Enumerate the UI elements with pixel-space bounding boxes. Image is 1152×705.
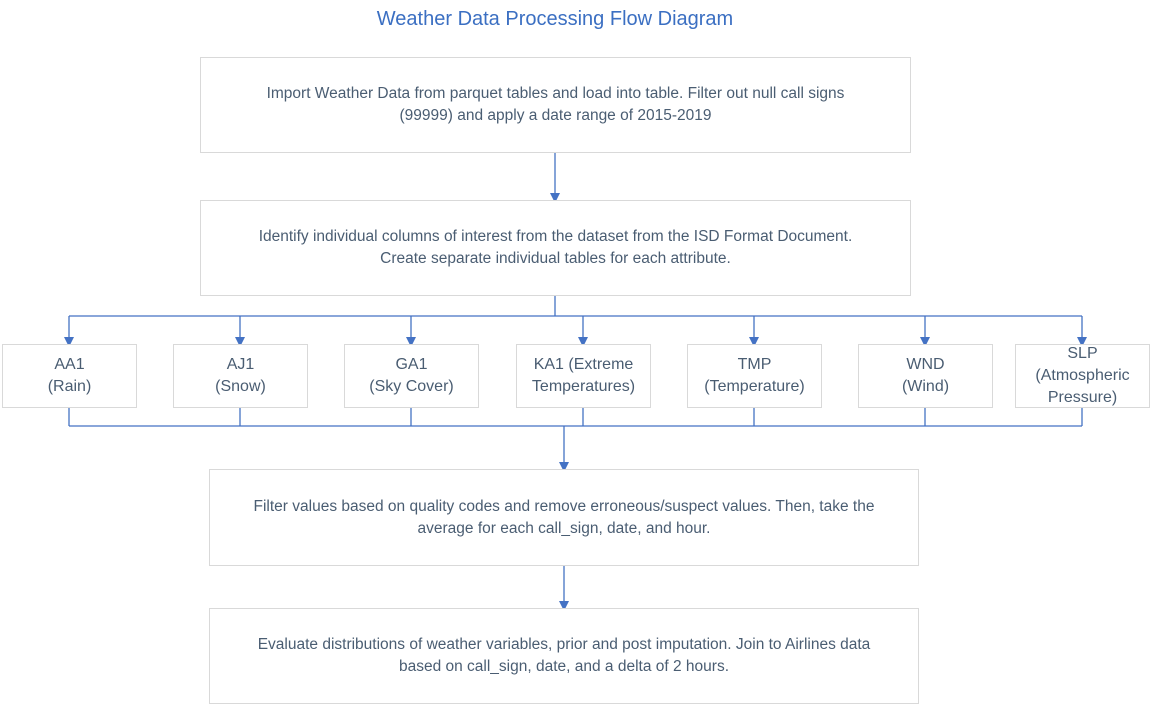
step-identify-columns: Identify individual columns of interest …	[200, 200, 911, 296]
diagram-title: Weather Data Processing Flow Diagram	[376, 8, 734, 30]
attribute-tmp: TMP (Temperature)	[687, 344, 822, 408]
attribute-slp: SLP (Atmospheric Pressure)	[1015, 344, 1150, 408]
attribute-aa1: AA1 (Rain)	[2, 344, 137, 408]
step-evaluate-distributions: Evaluate distributions of weather variab…	[209, 608, 919, 704]
attribute-wnd: WND (Wind)	[858, 344, 993, 408]
attribute-aj1: AJ1 (Snow)	[173, 344, 308, 408]
step-import-data: Import Weather Data from parquet tables …	[200, 57, 911, 153]
attribute-ka1: KA1 (Extreme Temperatures)	[516, 344, 651, 408]
attribute-ga1: GA1 (Sky Cover)	[344, 344, 479, 408]
step-filter-values: Filter values based on quality codes and…	[209, 469, 919, 566]
